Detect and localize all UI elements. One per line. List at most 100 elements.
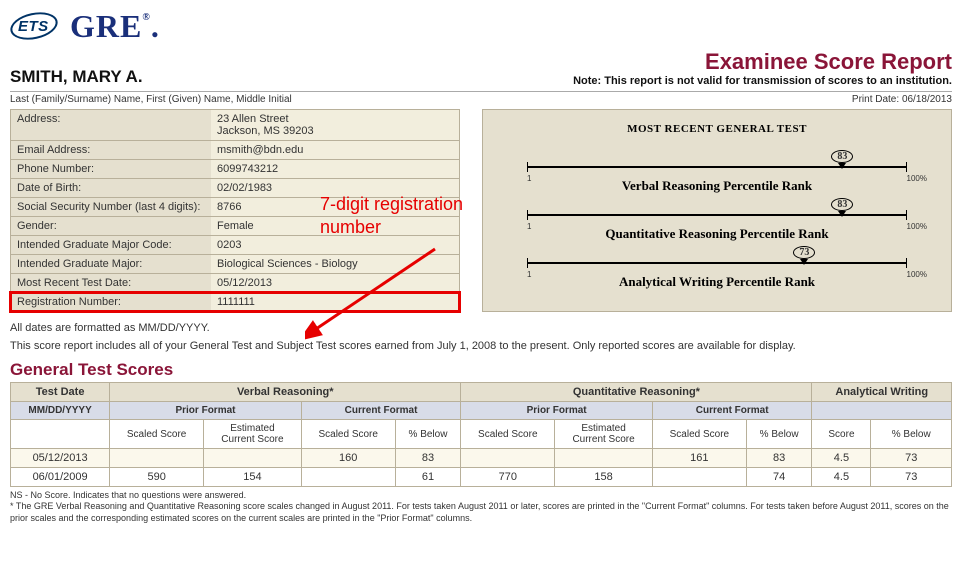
th-v-cs: Scaled Score [301, 420, 395, 449]
row-gender: Gender: Female [11, 217, 459, 236]
cell-q_cs [652, 468, 746, 487]
th-verbal: Verbal Reasoning* [110, 383, 461, 402]
th-q-ps: Scaled Score [461, 420, 555, 449]
meta-left: Last (Family/Surname) Name, First (Given… [10, 94, 292, 105]
th-aw-b: % Below [871, 420, 952, 449]
percentile-panel: MOST RECENT GENERAL TEST 1 100% 83 Verba… [482, 109, 952, 312]
examinee-name: SMITH, MARY A. [10, 67, 143, 87]
footnote-ns: NS - No Score. Indicates that no questio… [10, 490, 952, 501]
percentile-caption: Verbal Reasoning Percentile Rank [497, 178, 937, 194]
cell-q_cb: 83 [746, 449, 812, 468]
meta-row: Last (Family/Surname) Name, First (Given… [10, 94, 952, 105]
row-address: Address: 23 Allen Street Jackson, MS 392… [11, 110, 459, 141]
ets-logo: ETS [10, 11, 60, 43]
panel-title: MOST RECENT GENERAL TEST [497, 123, 937, 135]
cell-aw_b: 73 [871, 468, 952, 487]
percentile-caption: Analytical Writing Percentile Rank [497, 274, 937, 290]
label-phone: Phone Number: [11, 160, 211, 178]
row-phone: Phone Number: 6099743212 [11, 160, 459, 179]
label-gender: Gender: [11, 217, 211, 235]
cell-date: 05/12/2013 [11, 449, 110, 468]
label-registration: Registration Number: [11, 293, 211, 311]
value-major: Biological Sciences - Biology [211, 255, 459, 273]
percentile-container: 1 100% 83 Verbal Reasoning Percentile Ra… [497, 152, 937, 296]
notes: All dates are formatted as MM/DD/YYYY. T… [10, 322, 952, 352]
label-major-code: Intended Graduate Major Code: [11, 236, 211, 254]
th-v-current: Current Format [301, 402, 461, 420]
cell-v_cs [301, 468, 395, 487]
th-aw-s: Score [812, 420, 871, 449]
cell-v_cs: 160 [301, 449, 395, 468]
section-title: General Test Scores [10, 360, 952, 380]
th-quant: Quantitative Reasoning* [461, 383, 812, 402]
th-q-cs: Scaled Score [652, 420, 746, 449]
th-aw: Analytical Writing [812, 383, 952, 402]
note-dates: All dates are formatted as MM/DD/YYYY. [10, 322, 952, 334]
th-q-current: Current Format [652, 402, 812, 420]
cell-aw_s: 4.5 [812, 449, 871, 468]
row-ssn: Social Security Number (last 4 digits): … [11, 198, 459, 217]
th-aw-blank [812, 402, 952, 420]
ets-text: ETS [18, 18, 49, 35]
table-header-3: Scaled Score Estimated Current Score Sca… [11, 420, 952, 449]
row-registration: Registration Number: 1111111 [11, 293, 459, 311]
label-recent-date: Most Recent Test Date: [11, 274, 211, 292]
label-dob: Date of Birth: [11, 179, 211, 197]
label-major: Intended Graduate Major: [11, 255, 211, 273]
scores-body: 05/12/201316083161834.57306/01/200959015… [11, 449, 952, 487]
th-v-cb: % Below [395, 420, 461, 449]
th-date: Test Date [11, 383, 110, 402]
gre-logo: GRE®. [70, 8, 160, 45]
value-recent-date: 05/12/2013 [211, 274, 459, 292]
table-header-2: MM/DD/YYYY Prior Format Current Format P… [11, 402, 952, 420]
cell-date: 06/01/2009 [11, 468, 110, 487]
separator [10, 91, 952, 92]
meta-right: Print Date: 06/18/2013 [852, 94, 952, 105]
cell-aw_s: 4.5 [812, 468, 871, 487]
percentile-block: 1 100% 73 Analytical Writing Percentile … [497, 248, 937, 290]
row-dob: Date of Birth: 02/02/1983 [11, 179, 459, 198]
header: ETS GRE®. [10, 8, 952, 45]
label-email: Email Address: [11, 141, 211, 159]
th-date-fmt: MM/DD/YYYY [11, 402, 110, 420]
cell-v_cb: 83 [395, 449, 461, 468]
value-phone: 6099743212 [211, 160, 459, 178]
row-recent-date: Most Recent Test Date: 05/12/2013 [11, 274, 459, 293]
percentile-block: 1 100% 83 Quantitative Reasoning Percent… [497, 200, 937, 242]
cell-v_cb: 61 [395, 468, 461, 487]
cell-q_est [555, 449, 653, 468]
value-ssn: 8766 [211, 198, 459, 216]
cell-q_ps [461, 449, 555, 468]
th-q-prior: Prior Format [461, 402, 653, 420]
table-row: 06/01/200959015461770158744.573 [11, 468, 952, 487]
th-v-est: Estimated Current Score [204, 420, 302, 449]
info-table: Address: 23 Allen Street Jackson, MS 392… [10, 109, 460, 312]
value-address: 23 Allen Street Jackson, MS 39203 [211, 110, 459, 140]
row-major-code: Intended Graduate Major Code: 0203 [11, 236, 459, 255]
cell-v_ps: 590 [110, 468, 204, 487]
percentile-caption: Quantitative Reasoning Percentile Rank [497, 226, 937, 242]
value-dob: 02/02/1983 [211, 179, 459, 197]
logo-block: ETS GRE®. [10, 8, 160, 45]
th-q-est: Estimated Current Score [555, 420, 653, 449]
th-v-ps: Scaled Score [110, 420, 204, 449]
footnotes: NS - No Score. Indicates that no questio… [10, 490, 952, 524]
cell-q_cs: 161 [652, 449, 746, 468]
report-note: Note: This report is not valid for trans… [573, 75, 952, 87]
th-v-prior: Prior Format [110, 402, 302, 420]
footnote-scale: * The GRE Verbal Reasoning and Quantitat… [10, 501, 952, 524]
report-title-block: Examinee Score Report Note: This report … [573, 49, 952, 87]
cell-v_ps [110, 449, 204, 468]
scores-table: Test Date Verbal Reasoning* Quantitative… [10, 382, 952, 487]
cell-q_cb: 74 [746, 468, 812, 487]
percentile-block: 1 100% 83 Verbal Reasoning Percentile Ra… [497, 152, 937, 194]
title-row: SMITH, MARY A. Examinee Score Report Not… [10, 49, 952, 87]
row-email: Email Address: msmith@bdn.edu [11, 141, 459, 160]
value-email: msmith@bdn.edu [211, 141, 459, 159]
cell-q_est: 158 [555, 468, 653, 487]
cell-aw_b: 73 [871, 449, 952, 468]
label-ssn: Social Security Number (last 4 digits): [11, 198, 211, 216]
value-major-code: 0203 [211, 236, 459, 254]
th-q-cb: % Below [746, 420, 812, 449]
report-title: Examinee Score Report [573, 49, 952, 75]
